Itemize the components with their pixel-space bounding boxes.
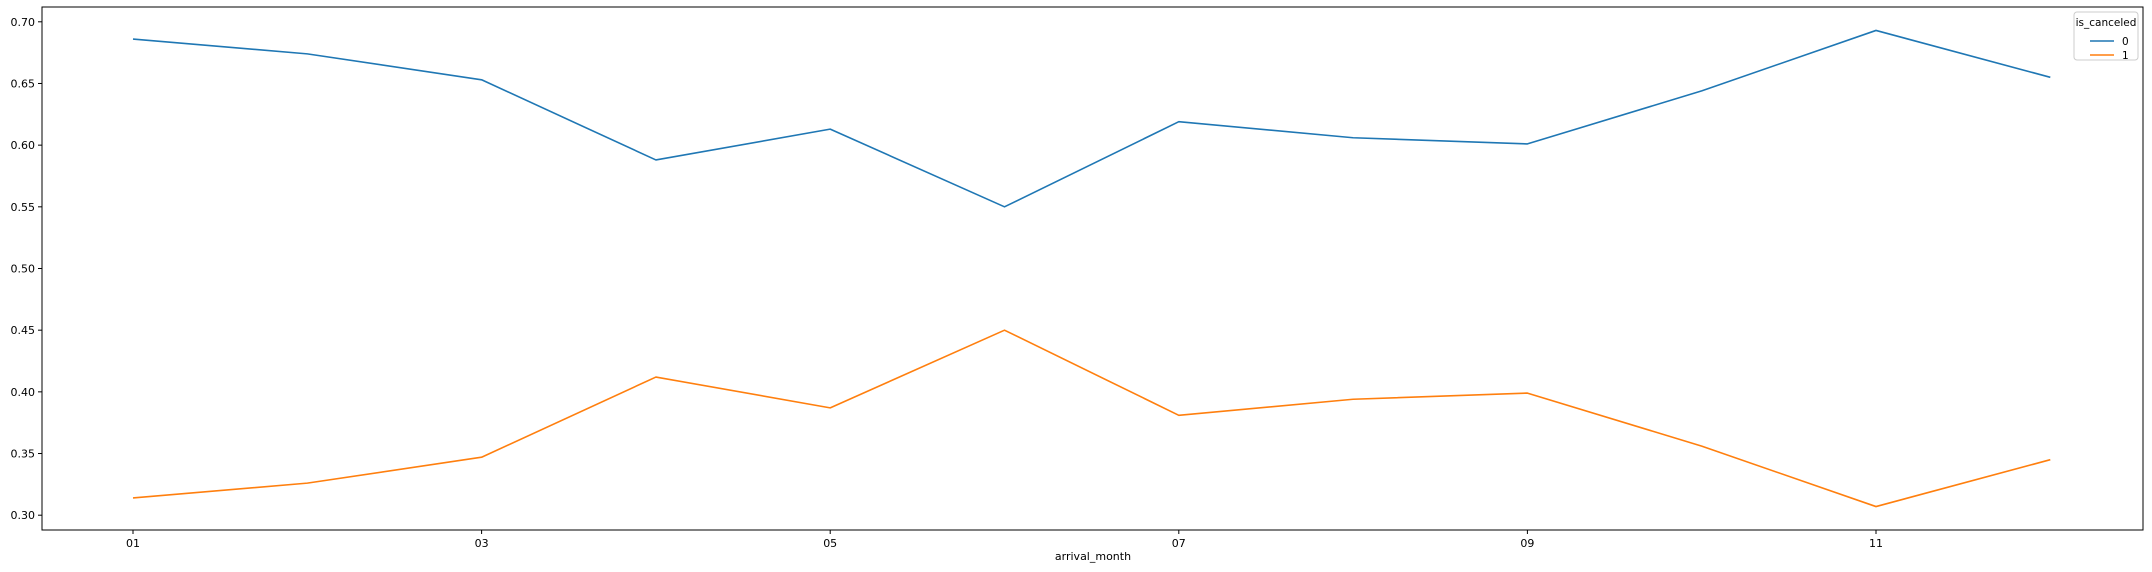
y-tick-label: 0.55 [11, 201, 36, 214]
x-tick-label: 11 [1869, 537, 1883, 550]
y-tick-label: 0.30 [11, 509, 36, 522]
y-tick-label: 0.50 [11, 263, 36, 276]
legend: is_canceled 0 1 [2073, 11, 2139, 62]
y-tick-label: 0.60 [11, 139, 36, 152]
legend-title: is_canceled [2076, 17, 2137, 29]
legend-box [2073, 11, 2139, 61]
axes-frame [41, 6, 2144, 531]
y-tick-label: 0.45 [11, 324, 36, 337]
x-axis-label: arrival_month [1055, 550, 1131, 563]
y-tick-label: 0.70 [11, 16, 36, 29]
x-tick-label: 01 [126, 537, 140, 550]
y-tick-label: 0.40 [11, 386, 36, 399]
plot-area [132, 29, 2051, 508]
series-line-0 [132, 29, 2051, 208]
x-tick-label: 09 [1520, 537, 1534, 550]
y-tick-label: 0.35 [11, 448, 36, 461]
x-tick-label: 03 [475, 537, 489, 550]
y-tick-label: 0.65 [11, 77, 36, 90]
series-line-1 [132, 329, 2051, 508]
legend-label-0: 0 [2122, 36, 2129, 48]
x-tick-label: 07 [1172, 537, 1186, 550]
x-tick-label: 05 [823, 537, 837, 550]
legend-label-1: 1 [2122, 50, 2129, 62]
